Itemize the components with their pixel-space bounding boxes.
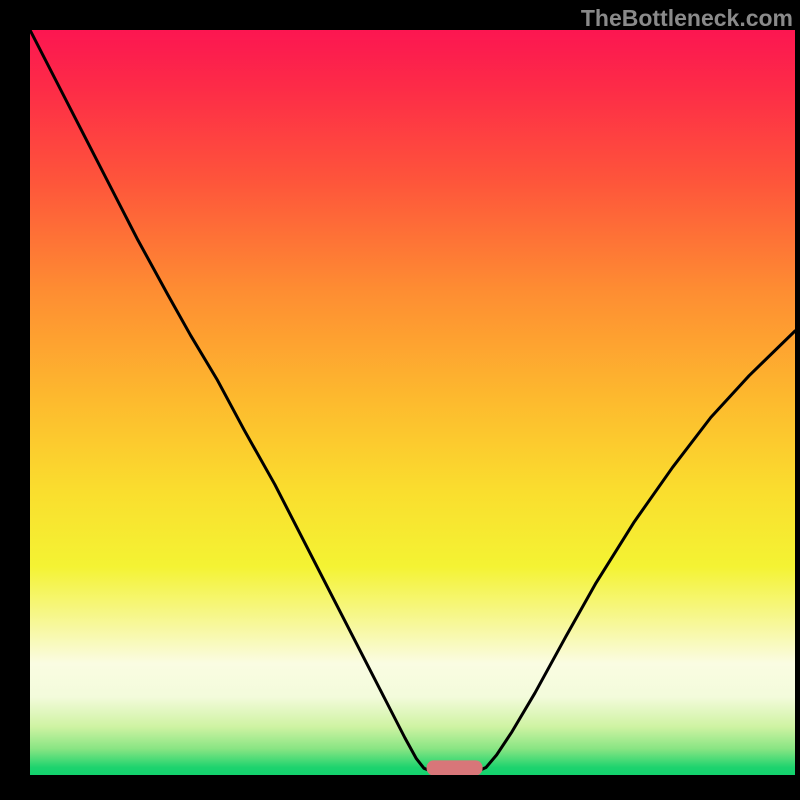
optimal-marker xyxy=(427,760,483,775)
plot-area xyxy=(30,30,795,775)
chart-svg xyxy=(30,30,795,775)
chart-container: TheBottleneck.com xyxy=(0,0,800,800)
gradient-background xyxy=(30,30,795,775)
watermark-text: TheBottleneck.com xyxy=(581,5,793,32)
